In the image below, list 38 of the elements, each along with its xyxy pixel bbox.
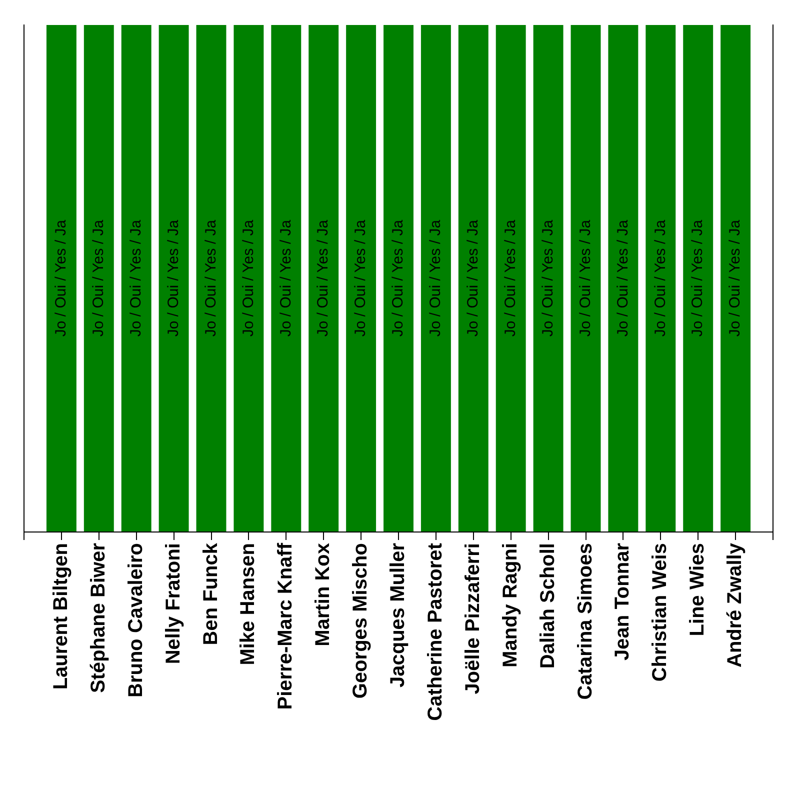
annotation: Jo / Oui / Yes / Ja xyxy=(652,219,669,337)
annotation: Jo / Oui / Yes / Ja xyxy=(314,219,332,337)
annotation: Jo / Oui / Yes / Ja xyxy=(539,219,556,337)
annotation: Jo / Oui / Yes / Ja xyxy=(689,219,706,337)
annotation: Jo / Oui / Yes / Ja xyxy=(352,219,370,337)
annotation: Jo / Oui / Yes / Ja xyxy=(427,219,444,337)
x-tick-label: Georges Mischo xyxy=(350,543,372,699)
annotation: Jo / Oui / Yes / Ja xyxy=(464,219,482,337)
annotation: Jo / Oui / Yes / Ja xyxy=(90,219,108,337)
x-tick-label: Laurent Biltgen xyxy=(50,543,72,690)
x-tick-label: Bruno Cavaleiro xyxy=(124,543,147,698)
x-tick-label: Ben Funck xyxy=(200,542,222,646)
annotation: Jo / Oui / Yes / Ja xyxy=(726,219,744,337)
x-tick-label: Catherine Pastoret xyxy=(424,542,446,721)
x-tick-label: Line Wies xyxy=(686,543,709,636)
x-tick-label: Pierre-Marc Knaff xyxy=(274,542,297,710)
x-tick-label: Stéphane Biwer xyxy=(87,542,110,694)
annotation: Jo / Oui / Yes / Ja xyxy=(52,219,70,337)
x-tick-label: Nelly Fratoni xyxy=(162,543,184,664)
x-tick-label: André Zwally xyxy=(724,542,746,668)
x-tick-label: Mike Hansen xyxy=(237,543,260,666)
x-tick-label: Jacques Muller xyxy=(387,542,410,688)
annotation: Jo / Oui / Yes / Ja xyxy=(576,219,594,337)
x-tick-label: Christian Weis xyxy=(649,543,672,682)
annotation: Jo / Oui / Yes / Ja xyxy=(502,219,519,337)
annotation: Jo / Oui / Yes / Ja xyxy=(202,219,220,337)
annotation: Jo / Oui / Yes / Ja xyxy=(277,219,294,337)
x-tick-label: Daliah Scholl xyxy=(536,543,559,669)
annotation: Jo / Oui / Yes / Ja xyxy=(390,219,407,337)
annotation: Jo / Oui / Yes / Ja xyxy=(614,219,632,337)
x-tick-label: Martin Kox xyxy=(312,543,334,646)
annotation: Jo / Oui / Yes / Ja xyxy=(240,219,257,337)
annotation: Jo / Oui / Yes / Ja xyxy=(164,219,182,337)
x-tick-label: Jean Tonnar xyxy=(612,542,634,660)
x-tick-label: Joëlle Pizzaferri xyxy=(462,543,484,694)
x-tick-label: Catarina Simoes xyxy=(574,543,596,700)
annotation: Jo / Oui / Yes / Ja xyxy=(127,219,144,337)
x-tick-label: Mandy Ragni xyxy=(499,543,522,668)
